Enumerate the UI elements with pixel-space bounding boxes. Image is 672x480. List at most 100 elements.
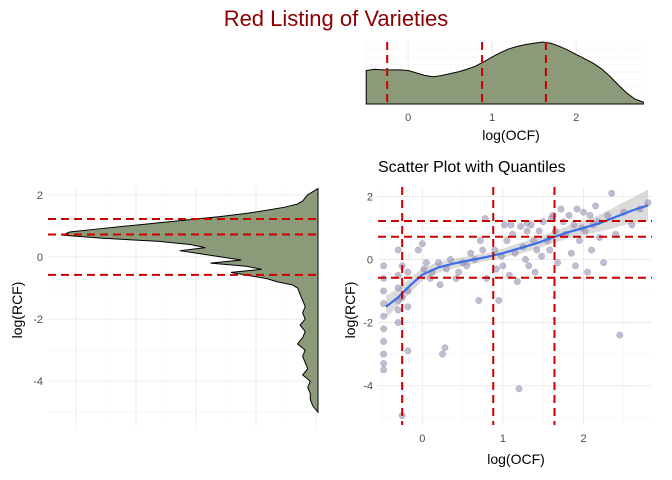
scatter-point xyxy=(455,268,463,276)
scatter-point xyxy=(576,237,583,245)
scatter-point xyxy=(531,268,539,276)
scatter-point xyxy=(414,246,422,254)
left-y-tick-label: 0 xyxy=(37,252,43,264)
scatter-point xyxy=(380,312,388,320)
scatter-x-axis-label: log(OCF) xyxy=(487,451,545,467)
scatter-point xyxy=(584,268,591,276)
scatter-point xyxy=(557,205,565,213)
top-x-tick-label: 1 xyxy=(489,112,495,124)
scatter-point xyxy=(404,303,412,311)
top-density-area xyxy=(365,41,644,105)
scatter-point xyxy=(380,300,388,308)
left-y-tick-label: 2 xyxy=(37,190,43,202)
scatter-panel: Scatter Plot with Quantiles 0 1 2 2 0 -2 -4 l… xyxy=(342,159,652,467)
scatter-point xyxy=(523,227,531,235)
scatter-point xyxy=(436,281,444,289)
scatter-point xyxy=(570,221,578,229)
scatter-point xyxy=(604,211,612,219)
scatter-point xyxy=(475,297,483,304)
scatter-point xyxy=(380,338,388,345)
smooth-trend-line xyxy=(385,204,649,308)
scatter-point xyxy=(501,221,508,229)
scatter-point xyxy=(535,227,543,235)
scatter-x-tick-label: 2 xyxy=(580,433,586,445)
scatter-point xyxy=(447,256,454,263)
scatter-point xyxy=(588,246,596,254)
scatter-point xyxy=(546,246,554,254)
scatter-point xyxy=(573,205,581,213)
scatter-point xyxy=(522,256,529,263)
left-y-axis-label: log(RCF) xyxy=(9,282,25,339)
left-y-tick-label: -4 xyxy=(33,376,43,388)
scatter-point xyxy=(586,211,594,219)
scatter-point xyxy=(467,249,475,257)
scatter-point xyxy=(380,366,388,374)
left-density-panel: 2 0 -2 -4 log(RCF) xyxy=(9,187,319,426)
top-x-tick-label: 0 xyxy=(405,112,411,124)
scatter-point xyxy=(441,344,449,352)
top-x-tick-label: 2 xyxy=(573,112,579,124)
scatter-point xyxy=(538,252,546,260)
scatter-point xyxy=(439,350,446,358)
scatter-point xyxy=(380,360,388,367)
scatter-y-tick-label: 2 xyxy=(367,191,373,203)
scatter-point xyxy=(495,297,503,304)
scatter-point xyxy=(380,350,388,358)
scatter-point xyxy=(394,284,402,292)
scatter-point xyxy=(380,262,388,270)
left-y-ticks: 2 0 -2 -4 xyxy=(33,190,43,388)
left-y-tick-label: -2 xyxy=(33,314,43,326)
left-quantile-lines xyxy=(48,217,318,276)
top-quantile-lines xyxy=(386,42,547,104)
left-density-area xyxy=(61,187,319,414)
scatter-point xyxy=(628,221,636,229)
scatter-point xyxy=(515,385,523,393)
scatter-point xyxy=(404,347,412,355)
figure-title: Red Listing of Varieties xyxy=(224,6,449,31)
scatter-point xyxy=(394,319,402,326)
scatter-point xyxy=(513,278,521,286)
scatter-y-tick-label: -4 xyxy=(363,381,373,393)
scatter-point xyxy=(571,262,579,270)
scatter-point xyxy=(422,259,430,267)
scatter-y-axis-label: log(RCF) xyxy=(342,282,358,339)
scatter-point xyxy=(499,262,507,270)
scatter-point xyxy=(525,262,533,270)
scatter-point xyxy=(580,208,587,216)
scatter-point xyxy=(380,325,388,333)
scatter-quantile-lines xyxy=(378,187,652,425)
scatter-point xyxy=(476,237,484,245)
scatter-y-tick-label: 0 xyxy=(367,255,373,267)
scatter-y-tick-label: -2 xyxy=(363,318,373,330)
scatter-point xyxy=(592,202,600,210)
scatter-point xyxy=(434,259,442,267)
scatter-point xyxy=(608,189,616,197)
scatter-x-ticks: 0 1 2 xyxy=(419,433,586,445)
scatter-y-ticks: 2 0 -2 -4 xyxy=(363,191,373,392)
scatter-point xyxy=(394,246,402,254)
scatter-point xyxy=(491,246,499,254)
scatter-point xyxy=(394,306,402,314)
scatter-point xyxy=(517,222,525,230)
scatter-point xyxy=(507,221,515,229)
scatter-point xyxy=(600,259,608,267)
scatter-point xyxy=(463,262,471,270)
scatter-point xyxy=(380,287,388,295)
top-x-ticks: 0 1 2 xyxy=(405,112,579,124)
scatter-point xyxy=(533,246,541,254)
top-x-axis-label: log(OCF) xyxy=(482,127,540,143)
scatter-point xyxy=(404,268,412,276)
scatter-x-tick-label: 1 xyxy=(500,433,506,445)
scatter-points xyxy=(380,189,652,419)
scatter-point xyxy=(616,331,624,339)
scatter-point xyxy=(565,211,573,219)
scatter-point xyxy=(420,265,428,273)
scatter-point xyxy=(567,249,575,257)
top-density-panel: 0 1 2 log(OCF) xyxy=(362,41,645,143)
scatter-point xyxy=(418,240,426,248)
scatter-point xyxy=(479,246,487,254)
scatter-x-tick-label: 0 xyxy=(419,433,425,445)
scatter-title: Scatter Plot with Quantiles xyxy=(378,159,566,176)
scatter-point xyxy=(554,259,562,267)
